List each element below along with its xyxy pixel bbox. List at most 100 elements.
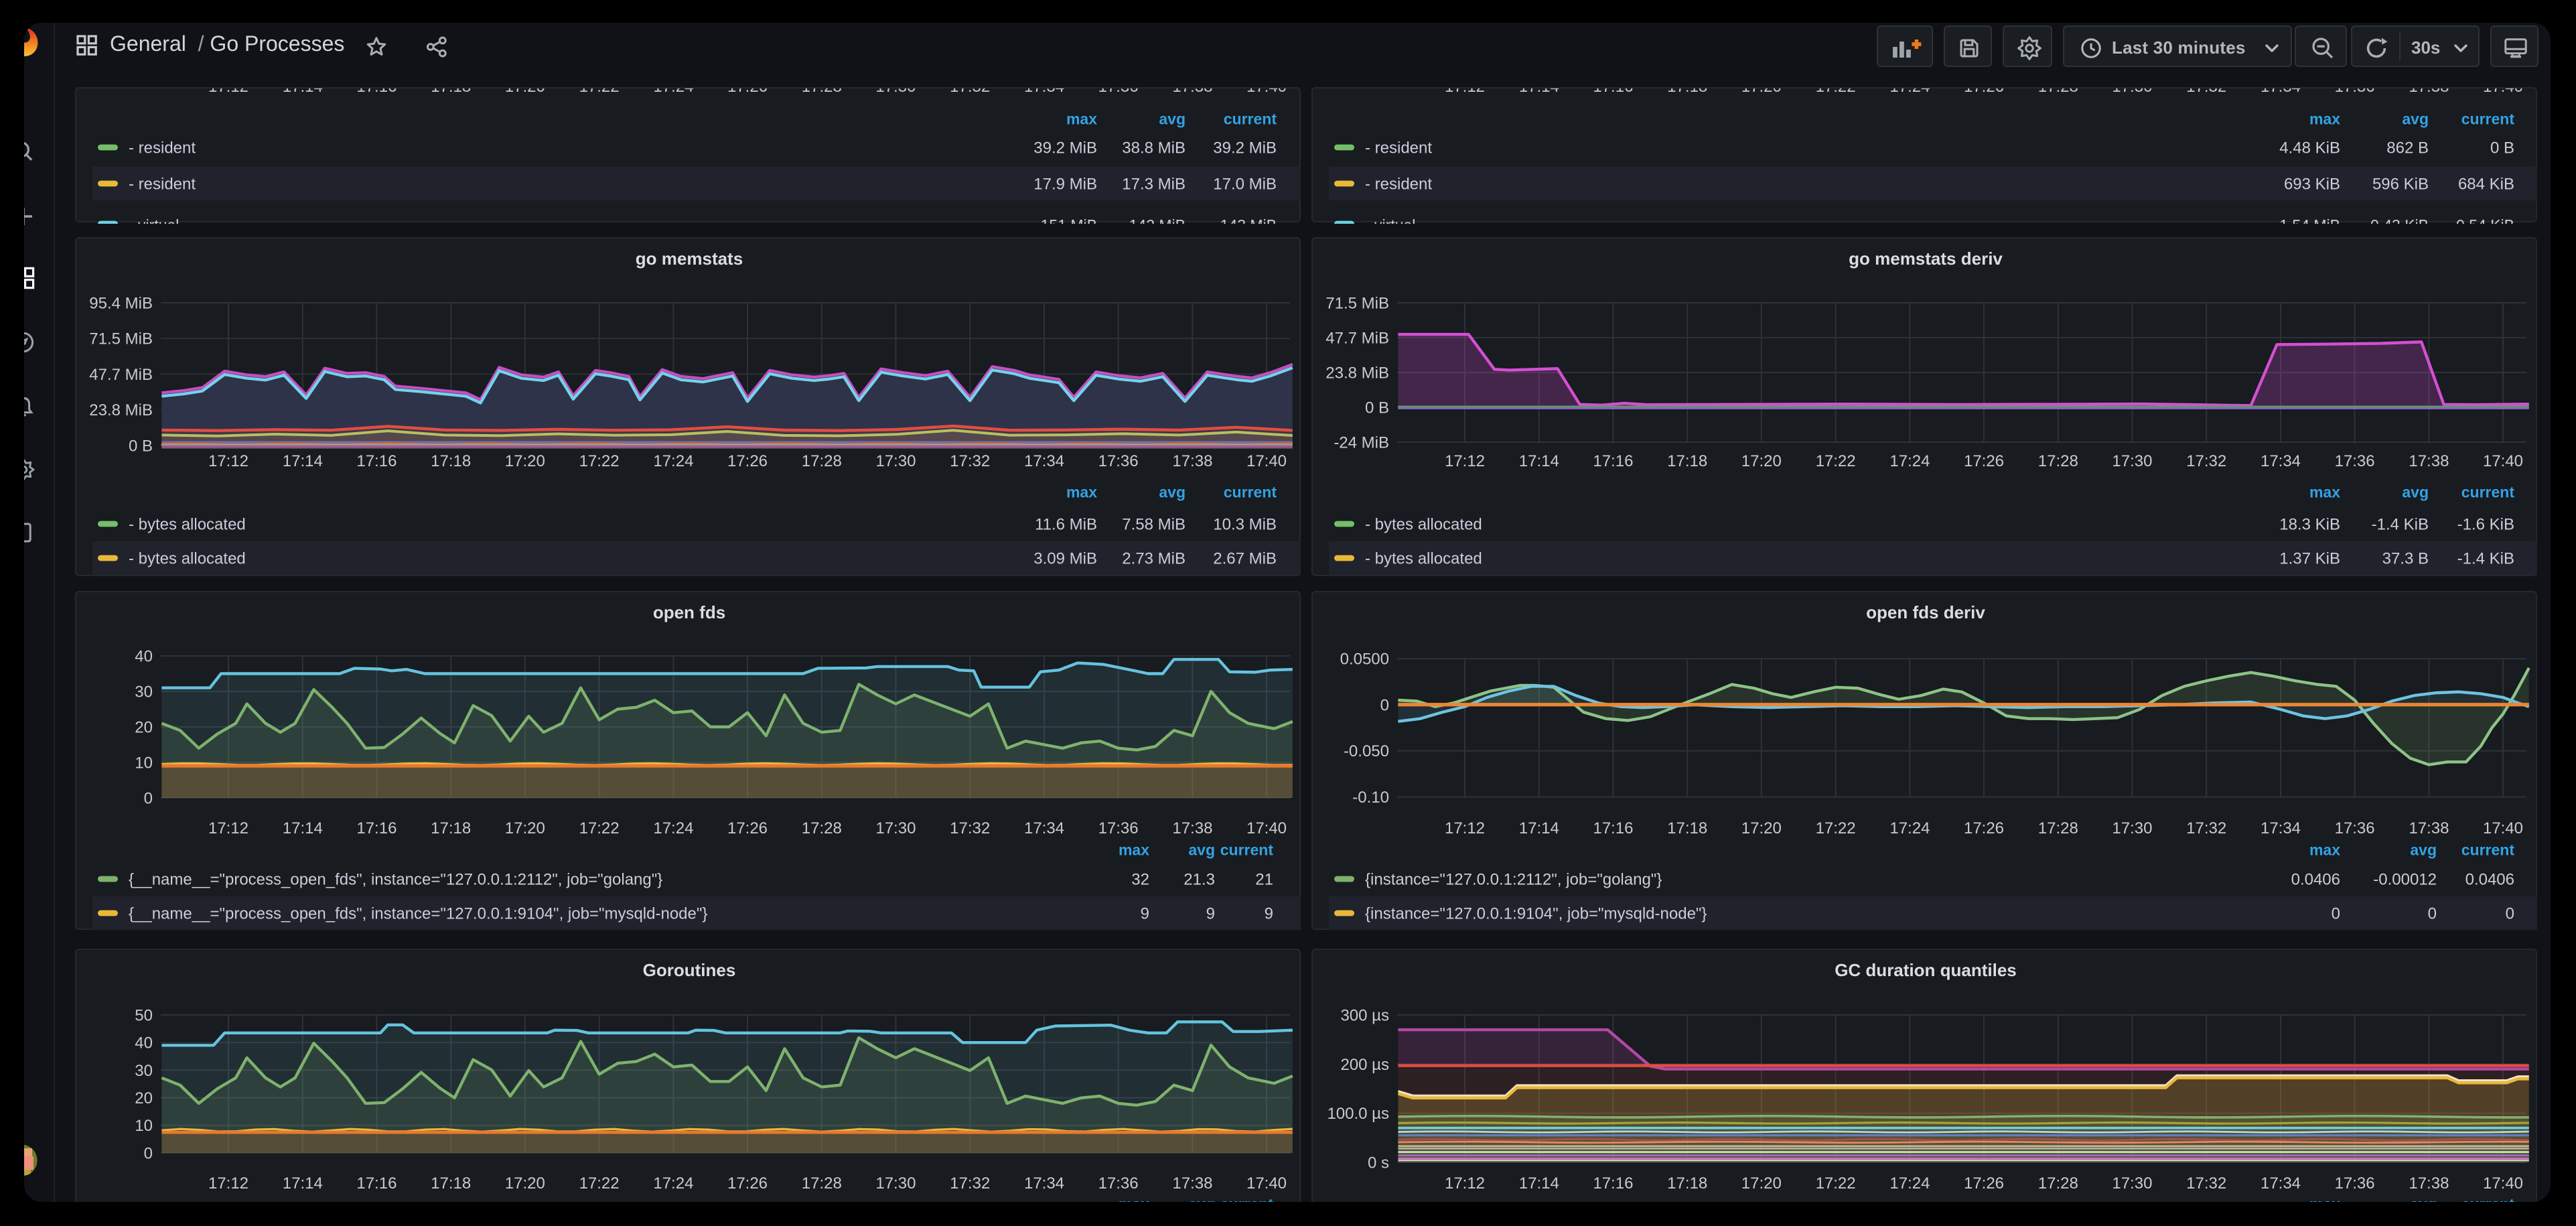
svg-text:-24 MiB: -24 MiB <box>1334 433 1389 452</box>
svg-text:17:14: 17:14 <box>282 1174 322 1193</box>
svg-text:0 B: 0 B <box>1365 399 1389 417</box>
svg-text:-0.10: -0.10 <box>1352 789 1389 807</box>
svg-text:17:18: 17:18 <box>1667 452 1707 470</box>
svg-text:0: 0 <box>2506 904 2514 923</box>
svg-text:300 µs: 300 µs <box>1340 1006 1389 1024</box>
svg-text:17:30: 17:30 <box>875 819 915 837</box>
svg-text:17:38: 17:38 <box>1171 1174 1212 1193</box>
svg-text:3.09 MiB: 3.09 MiB <box>1033 549 1096 567</box>
svg-text:142 MiB: 142 MiB <box>1129 216 1185 224</box>
svg-text:17:20: 17:20 <box>504 452 545 470</box>
svg-text:17:34: 17:34 <box>1023 819 1064 837</box>
svg-text:17:16: 17:16 <box>1593 819 1633 837</box>
svg-text:17:40: 17:40 <box>2483 819 2523 837</box>
svg-text:17:12: 17:12 <box>208 1174 248 1193</box>
svg-text:17.0 MiB: 17.0 MiB <box>1212 175 1276 193</box>
svg-text:17:28: 17:28 <box>2038 819 2078 837</box>
svg-text:17:24: 17:24 <box>652 1174 693 1193</box>
svg-text:17:38: 17:38 <box>2409 452 2449 470</box>
svg-text:avg: avg <box>2402 110 2429 127</box>
svg-text:17:22: 17:22 <box>579 452 619 470</box>
svg-text:40: 40 <box>134 647 152 665</box>
svg-text:2.67 MiB: 2.67 MiB <box>1212 549 1276 567</box>
svg-text:151 MiB: 151 MiB <box>1040 216 1096 224</box>
svg-text:17:30: 17:30 <box>2112 819 2152 837</box>
svg-text:- virtual: - virtual <box>128 216 178 224</box>
svg-text:current: current <box>1220 1195 1273 1202</box>
svg-text:0: 0 <box>2332 904 2340 923</box>
svg-text:18.3 KiB: 18.3 KiB <box>2279 515 2340 533</box>
svg-text:0.0406: 0.0406 <box>2291 870 2340 888</box>
svg-text:max: max <box>1066 110 1096 127</box>
svg-text:17:22: 17:22 <box>579 88 619 96</box>
svg-text:-0.00012: -0.00012 <box>2373 870 2437 888</box>
svg-text:17.3 MiB: 17.3 MiB <box>1121 175 1185 193</box>
svg-text:current: current <box>2461 1195 2515 1202</box>
svg-text:17:28: 17:28 <box>801 452 841 470</box>
svg-text:- bytes allocated: - bytes allocated <box>128 549 245 567</box>
svg-text:17:38: 17:38 <box>1171 452 1212 470</box>
svg-text:17:34: 17:34 <box>2261 88 2301 96</box>
svg-text:0.54 KiB: 0.54 KiB <box>2456 216 2514 224</box>
svg-text:avg: avg <box>1188 841 1214 858</box>
svg-text:17:38: 17:38 <box>2409 88 2449 96</box>
svg-text:9: 9 <box>1140 904 1149 923</box>
svg-text:17:36: 17:36 <box>2335 452 2375 470</box>
svg-text:17:18: 17:18 <box>430 452 470 470</box>
svg-text:17:28: 17:28 <box>801 819 841 837</box>
svg-text:862 B: 862 B <box>2386 139 2429 157</box>
svg-text:avg: avg <box>2402 483 2429 500</box>
svg-text:17:26: 17:26 <box>1964 452 2004 470</box>
svg-text:- resident: - resident <box>1365 139 1432 157</box>
svg-text:max: max <box>2309 1195 2340 1202</box>
svg-text:17:36: 17:36 <box>1098 452 1138 470</box>
svg-text:17:32: 17:32 <box>949 452 989 470</box>
svg-text:17:28: 17:28 <box>801 1174 841 1193</box>
svg-text:max: max <box>2309 483 2340 500</box>
svg-text:17:26: 17:26 <box>727 88 767 96</box>
svg-text:23.8 MiB: 23.8 MiB <box>1326 364 1389 382</box>
svg-text:current: current <box>1223 110 1277 127</box>
svg-text:current: current <box>2461 110 2515 127</box>
svg-text:17:22: 17:22 <box>1816 452 1856 470</box>
svg-text:max: max <box>1118 1195 1149 1202</box>
svg-text:17:24: 17:24 <box>652 452 693 470</box>
svg-text:0: 0 <box>143 789 152 807</box>
svg-text:17:14: 17:14 <box>282 88 322 96</box>
svg-text:17:18: 17:18 <box>430 88 470 96</box>
svg-text:17:14: 17:14 <box>1519 452 1559 470</box>
svg-text:17:26: 17:26 <box>727 819 767 837</box>
svg-text:0: 0 <box>143 1144 152 1162</box>
svg-text:- resident: - resident <box>128 175 195 193</box>
svg-text:71.5 MiB: 71.5 MiB <box>88 330 152 348</box>
svg-text:0: 0 <box>1380 696 1389 714</box>
svg-text:max: max <box>1066 483 1096 500</box>
svg-text:200 µs: 200 µs <box>1340 1056 1389 1074</box>
svg-text:17:24: 17:24 <box>1889 819 1930 837</box>
svg-text:17:40: 17:40 <box>1246 88 1286 96</box>
svg-text:2.73 MiB: 2.73 MiB <box>1121 549 1185 567</box>
svg-text:40: 40 <box>134 1034 152 1052</box>
svg-text:17:18: 17:18 <box>1667 88 1707 96</box>
svg-text:17:36: 17:36 <box>2335 1174 2375 1193</box>
svg-text:17:32: 17:32 <box>2186 88 2226 96</box>
svg-text:21: 21 <box>1255 870 1273 888</box>
svg-text:17:40: 17:40 <box>1246 1174 1286 1193</box>
svg-text:30: 30 <box>134 683 152 701</box>
svg-text:17:34: 17:34 <box>1023 452 1064 470</box>
svg-text:avg: avg <box>1158 483 1185 500</box>
svg-text:39.2 MiB: 39.2 MiB <box>1212 139 1276 157</box>
svg-text:17:30: 17:30 <box>2112 452 2152 470</box>
svg-text:17:26: 17:26 <box>1964 88 2004 96</box>
svg-text:17:38: 17:38 <box>2409 819 2449 837</box>
svg-text:17:24: 17:24 <box>1889 1174 1930 1193</box>
svg-text:7.58 MiB: 7.58 MiB <box>1121 515 1185 533</box>
svg-text:23.8 MiB: 23.8 MiB <box>88 401 152 419</box>
svg-text:100.0 µs: 100.0 µs <box>1327 1105 1389 1123</box>
svg-text:17:24: 17:24 <box>652 88 693 96</box>
svg-text:17:12: 17:12 <box>1445 1174 1485 1193</box>
svg-text:17:22: 17:22 <box>1816 1174 1856 1193</box>
svg-text:GC duration quantiles: GC duration quantiles <box>1835 960 2017 980</box>
svg-text:17:30: 17:30 <box>875 88 915 96</box>
svg-text:17:30: 17:30 <box>2112 1174 2152 1193</box>
